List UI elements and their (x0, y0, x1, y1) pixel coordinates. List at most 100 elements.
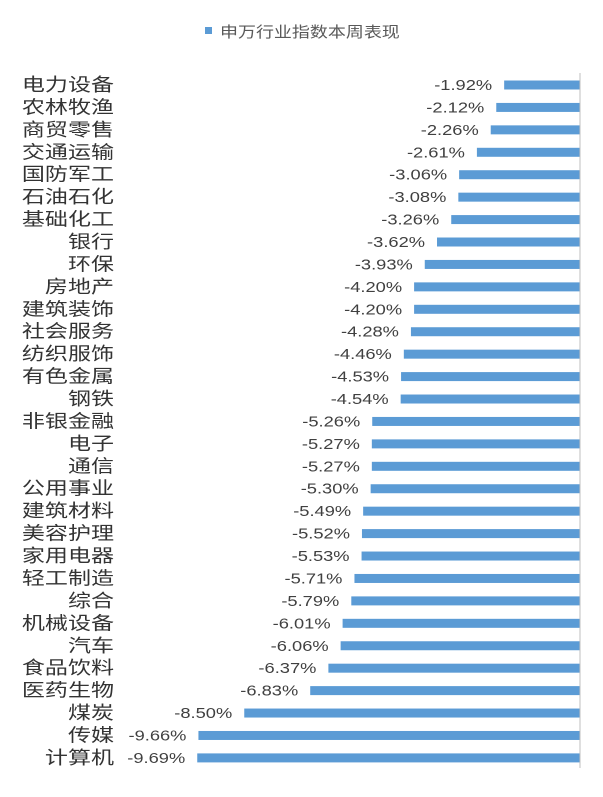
data-label: -3.08% (388, 189, 446, 206)
category-label: 交通运输 (22, 143, 114, 163)
bar (424, 259, 580, 269)
bar (198, 730, 580, 740)
bar (414, 304, 580, 314)
bar-row: 医药生物 -6.83% (22, 681, 580, 701)
bar (490, 125, 580, 135)
data-label: -2.61% (407, 144, 465, 161)
bar-row: 基础化工 -3.26% (22, 210, 580, 230)
data-label: -5.30% (301, 480, 359, 497)
data-label: -3.93% (355, 256, 413, 273)
category-label: 传媒 (68, 726, 114, 746)
bar (459, 170, 580, 180)
data-label: -8.50% (174, 705, 232, 722)
data-label: -5.53% (292, 548, 350, 565)
data-label: -5.27% (302, 435, 360, 452)
data-label: -3.62% (367, 234, 425, 251)
bar (342, 618, 580, 628)
data-label: -6.01% (273, 615, 331, 632)
data-label: -4.28% (341, 323, 399, 340)
bar (363, 506, 580, 516)
bar-row: 农林牧渔 -2.12% (22, 98, 580, 118)
bar-row: 电子 -5.27% (68, 434, 580, 454)
bar-row: 食品饮料 -6.37% (22, 659, 580, 679)
plot-area: 电力设备 -1.92% 农林牧渔 -2.12% 商贸零售 -2.26% 交通运输 -2.61%… (22, 75, 580, 768)
bar (410, 327, 580, 337)
data-label: -5.79% (281, 592, 339, 609)
category-label: 建筑装饰 (22, 300, 114, 320)
category-label: 银行 (68, 232, 114, 252)
bar (371, 439, 580, 449)
legend: 申万行业指数本周表现 (205, 23, 400, 41)
data-label: -4.20% (344, 301, 402, 318)
bar-row: 计算机 -9.69% (45, 748, 580, 768)
bar-row: 煤炭 -8.50% (68, 703, 580, 723)
category-label: 综合 (68, 591, 114, 611)
bar (328, 663, 580, 673)
bar (361, 529, 580, 539)
bar-row: 纺织服饰 -4.46% (22, 344, 580, 365)
bar (476, 147, 580, 157)
bar (414, 282, 580, 292)
category-label: 电子 (68, 434, 114, 454)
category-label: 纺织服饰 (22, 344, 114, 364)
bar-row: 非银金融 -5.26% (22, 412, 580, 432)
bar (370, 484, 580, 494)
data-label: -1.92% (434, 77, 492, 94)
category-label: 非银金融 (22, 412, 114, 432)
data-label: -6.06% (271, 637, 329, 654)
category-label: 美容护理 (22, 524, 114, 544)
data-label: -4.54% (331, 391, 389, 408)
bar-row: 国防军工 -3.06% (22, 165, 580, 185)
bar-row: 公用事业 -5.30% (22, 479, 580, 499)
bar-row: 商贸零售 -2.26% (22, 120, 580, 140)
bar-row: 通信 -5.27% (68, 457, 580, 477)
data-label: -5.52% (292, 525, 350, 542)
category-label: 煤炭 (68, 703, 114, 723)
category-label: 公用事业 (22, 479, 114, 499)
data-label: -6.83% (240, 682, 298, 699)
bar (496, 102, 580, 112)
bar-row: 电力设备 -1.92% (22, 75, 580, 95)
bar (197, 753, 580, 763)
category-label: 机械设备 (22, 614, 114, 634)
bar-row: 美容护理 -5.52% (22, 524, 580, 544)
data-label: -4.53% (331, 368, 389, 385)
bar (361, 551, 580, 561)
bar (244, 708, 580, 718)
category-label: 汽车 (68, 636, 114, 656)
data-label: -6.37% (258, 660, 316, 677)
bar-row: 建筑装饰 -4.20% (22, 300, 580, 320)
bar (451, 215, 580, 225)
bar-row: 银行 -3.62% (68, 232, 580, 252)
bar-row: 房地产 -4.20% (45, 277, 580, 297)
bar-row: 机械设备 -6.01% (22, 614, 580, 634)
category-label: 通信 (68, 457, 114, 477)
category-label: 石油石化 (22, 187, 114, 207)
category-label: 医药生物 (22, 681, 114, 701)
bar-row: 家用电器 -5.53% (22, 546, 580, 566)
bar (310, 686, 580, 696)
category-label: 房地产 (45, 277, 114, 297)
bar-row: 轻工制造 -5.71% (22, 569, 580, 589)
data-label: -2.12% (426, 99, 484, 116)
data-label: -2.26% (421, 121, 479, 138)
data-label: -5.49% (293, 503, 351, 520)
category-label: 环保 (68, 255, 114, 275)
category-label: 国防军工 (22, 165, 114, 185)
data-label: -3.06% (389, 166, 447, 183)
bar (401, 372, 580, 382)
bar-row: 交通运输 -2.61% (22, 143, 580, 163)
category-label: 商贸零售 (22, 120, 114, 140)
bar (437, 237, 580, 247)
category-label: 农林牧渔 (22, 98, 114, 118)
bar-row: 汽车 -6.06% (68, 636, 580, 656)
bar-row: 综合 -5.79% (68, 591, 580, 611)
data-label: -5.26% (302, 413, 360, 430)
category-label: 家用电器 (22, 546, 114, 566)
data-label: -9.69% (127, 749, 185, 766)
bar (351, 596, 580, 606)
bar-row: 传媒 -9.66% (68, 726, 580, 746)
bar (400, 394, 580, 404)
bar-row: 有色金属 -4.53% (22, 367, 580, 387)
data-label: -4.20% (344, 278, 402, 295)
